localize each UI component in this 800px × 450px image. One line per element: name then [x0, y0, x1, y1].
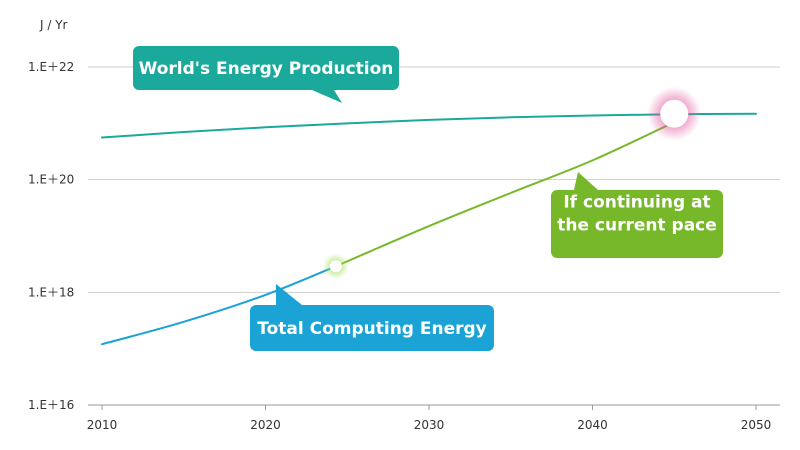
y-tick-label: 1.E＋18 [28, 285, 74, 299]
callout-pointer [312, 90, 342, 103]
x-tick-label: 2030 [414, 418, 445, 432]
x-tick-label: 2040 [577, 418, 608, 432]
callouts: World's Energy Production If continuing a… [133, 46, 723, 351]
callout-label: the current pace [557, 216, 717, 236]
world-energy-callout: World's Energy Production [133, 46, 399, 103]
callout-box [250, 305, 494, 351]
x-tick-label: 2010 [87, 418, 118, 432]
current-point [329, 260, 342, 273]
continuing-callout: If continuing at the current pace [551, 172, 723, 258]
y-unit-label: J / Yr [39, 18, 68, 32]
y-axis: 1.E＋16 1.E＋18 1.E＋20 1.E＋22 [28, 60, 74, 412]
x-tick-label: 2050 [741, 418, 772, 432]
callout-box [551, 190, 723, 258]
callout-label: World's Energy Production [139, 59, 394, 79]
x-axis: 2010 2020 2030 2040 2050 [87, 404, 780, 432]
y-tick-label: 1.E＋20 [28, 173, 74, 187]
crossover-point [660, 99, 689, 128]
series-line-if-continuing-at-the-current-pace [334, 121, 676, 268]
x-tick-label: 2020 [250, 418, 281, 432]
y-tick-label: 1.E＋22 [28, 60, 74, 74]
callout-box [133, 46, 399, 90]
markers [322, 86, 702, 280]
callout-pointer [574, 172, 598, 190]
callout-label: If continuing at [563, 193, 710, 213]
y-tick-label: 1.E＋16 [28, 398, 74, 412]
callout-pointer [276, 284, 302, 305]
computing-energy-callout: Total Computing Energy [250, 284, 494, 351]
callout-label: Total Computing Energy [257, 319, 487, 339]
series-line-total-computing-energy [101, 265, 337, 346]
